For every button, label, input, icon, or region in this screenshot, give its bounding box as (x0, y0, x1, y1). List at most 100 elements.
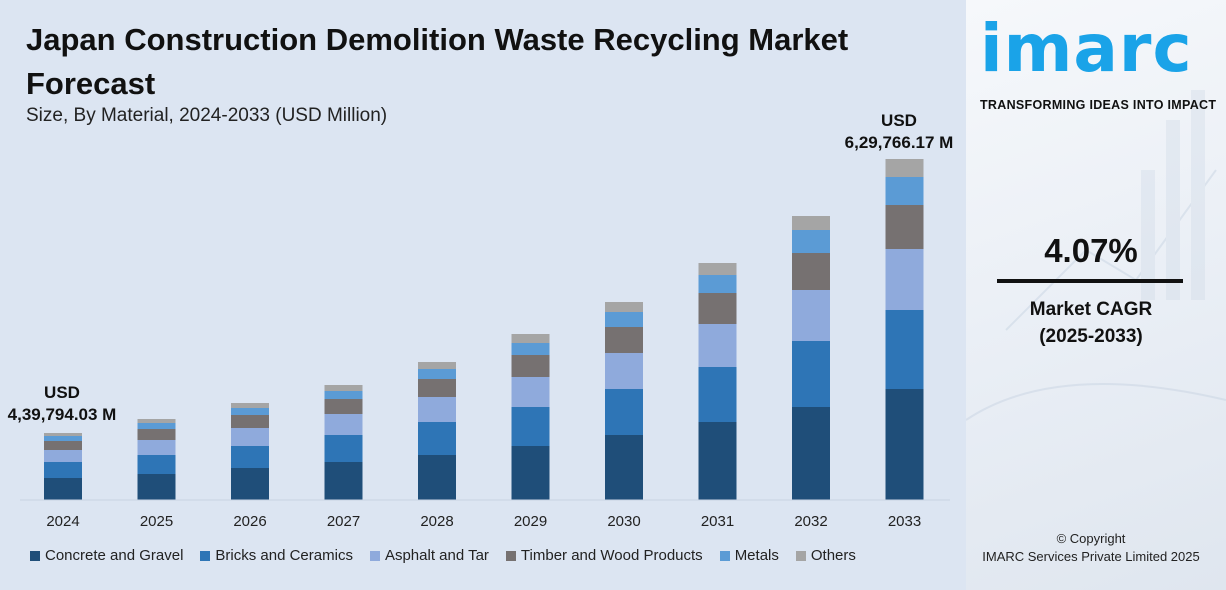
bar-segment-2028-0 (418, 455, 456, 500)
bar-segment-2033-5 (885, 159, 924, 177)
bar-segment-2029-3 (511, 355, 550, 377)
chart-legend: Concrete and Gravel Bricks and Ceramics As… (30, 547, 873, 564)
legend-label: Asphalt and Tar (384, 547, 489, 564)
bar-segment-2026-0 (231, 468, 269, 500)
bar-segment-2024-3 (44, 441, 82, 450)
x-tick-label: 2027 (327, 513, 360, 530)
bar-segment-2024-0 (44, 478, 82, 500)
bar-segment-2032-2 (792, 290, 830, 341)
bar-segment-2028-5 (418, 362, 456, 369)
end-value-currency: USD (881, 111, 917, 130)
x-tick-label: 2024 (46, 513, 79, 530)
x-tick-label: 2026 (233, 513, 266, 530)
bar-segment-2030-2 (605, 353, 643, 389)
bar-segment-2029-5 (511, 334, 550, 343)
bar-segment-2029-1 (511, 407, 550, 446)
bar-segment-2030-4 (605, 312, 643, 327)
logo-wordmark: imarc (980, 10, 1193, 87)
bar-segment-2030-3 (605, 327, 643, 353)
legend-swatch (369, 550, 380, 561)
bar-segment-2030-0 (605, 435, 643, 500)
bar-segment-2029-4 (511, 343, 550, 355)
cagr-label-line2: (2025-2033) (1039, 326, 1143, 347)
stacked-bar-chart: 2024 2025 2026 2027 2028 2029 2030 2031 2032 2033… (8, 111, 954, 530)
copyright-line2: IMARC Services Private Limited 2025 (982, 549, 1200, 564)
bar-segment-2027-4 (324, 391, 363, 399)
x-tick-label: 2029 (514, 513, 547, 530)
copyright: © Copyright IMARC Services Private Limit… (966, 530, 1216, 566)
x-tick-label: 2028 (420, 513, 453, 530)
start-value-currency: USD (44, 383, 80, 402)
bar-segment-2027-0 (324, 462, 363, 500)
bar-segment-2032-3 (792, 253, 830, 290)
cagr-label: Market CAGR (2025-2033) (998, 296, 1184, 350)
bar-segment-2024-2 (44, 450, 82, 462)
x-tick-label: 2032 (794, 513, 827, 530)
legend-swatch (795, 550, 806, 561)
bar-segment-2031-2 (698, 324, 737, 367)
logo-tagline: TRANSFORMING IDEAS INTO IMPACT (980, 98, 1217, 112)
bar-segment-2026-4 (231, 408, 269, 415)
bar-segment-2033-1 (885, 310, 924, 389)
page-title: Japan Construction Demolition Waste Recy… (26, 22, 849, 101)
legend-label: Others (810, 547, 856, 564)
legend-label: Bricks and Ceramics (215, 547, 353, 564)
legend-label: Metals (734, 547, 779, 564)
cagr-divider (997, 279, 1183, 283)
bar-segment-2024-5 (44, 433, 82, 436)
bar-segment-2025-2 (137, 440, 176, 455)
legend-item: Timber and Wood Products (505, 547, 703, 564)
legend-swatch (30, 550, 40, 561)
bar-segment-2028-4 (418, 369, 456, 379)
legend-item: Bricks and Ceramics (200, 547, 353, 564)
bar-segment-2025-4 (137, 423, 176, 429)
end-value-label: 6,29,766.17 M (845, 133, 954, 152)
bar-segment-2026-5 (231, 403, 269, 408)
bar-segment-2032-5 (792, 216, 830, 230)
x-tick-label: 2031 (701, 513, 734, 530)
bar-segment-2025-0 (137, 474, 176, 500)
x-tick-label: 2025 (140, 513, 173, 530)
bar-segment-2031-5 (698, 263, 737, 275)
bar-segment-2031-0 (698, 422, 737, 500)
x-axis-ticks: 2024 2025 2026 2027 2028 2029 2030 2031 2032 2033 (46, 513, 921, 530)
imarc-logo: imarc (980, 14, 1193, 84)
copyright-line1: © Copyright (1056, 531, 1126, 546)
start-value-label: 4,39,794.03 M (8, 405, 117, 424)
bar-segment-2031-1 (698, 367, 737, 422)
bar-segment-2033-2 (885, 249, 924, 310)
legend-swatch (200, 550, 211, 561)
bar-segment-2033-3 (885, 205, 924, 249)
x-tick-label: 2030 (607, 513, 640, 530)
bar-segment-2028-1 (418, 422, 456, 455)
bar-segment-2029-2 (511, 377, 550, 407)
bar-segment-2032-1 (792, 341, 830, 407)
bar-segment-2025-3 (137, 429, 176, 440)
legend-label: Timber and Wood Products (520, 547, 703, 564)
bar-segment-2024-1 (44, 462, 82, 478)
bar-segment-2025-1 (137, 455, 176, 474)
bar-segment-2027-5 (324, 385, 363, 391)
brand-panel (966, 0, 1226, 590)
bar-segment-2030-5 (605, 302, 643, 312)
chart-subtitle: Size, By Material, 2024-2033 (USD Millio… (26, 105, 388, 126)
bar-segment-2028-3 (418, 379, 456, 397)
bar-segment-2031-3 (698, 293, 737, 324)
legend-swatch (719, 550, 730, 561)
bars-group (44, 159, 924, 500)
bar-segment-2025-5 (137, 419, 176, 423)
bar-segment-2033-4 (885, 177, 924, 205)
legend-label: Concrete and Gravel (45, 547, 184, 564)
bar-segment-2027-2 (324, 414, 363, 435)
legend-item: Concrete and Gravel (30, 547, 183, 564)
bar-segment-2026-1 (231, 446, 269, 468)
legend-item: Asphalt and Tar (369, 547, 489, 564)
bar-segment-2026-2 (231, 428, 269, 446)
cagr-label-line1: Market CAGR (1029, 299, 1153, 320)
bar-segment-2033-0 (885, 389, 924, 500)
legend-item: Metals (719, 547, 779, 564)
bar-segment-2030-1 (605, 389, 643, 435)
legend-item: Others (795, 547, 856, 564)
background-decoration (966, 90, 1226, 421)
bar-segment-2027-3 (324, 399, 363, 414)
